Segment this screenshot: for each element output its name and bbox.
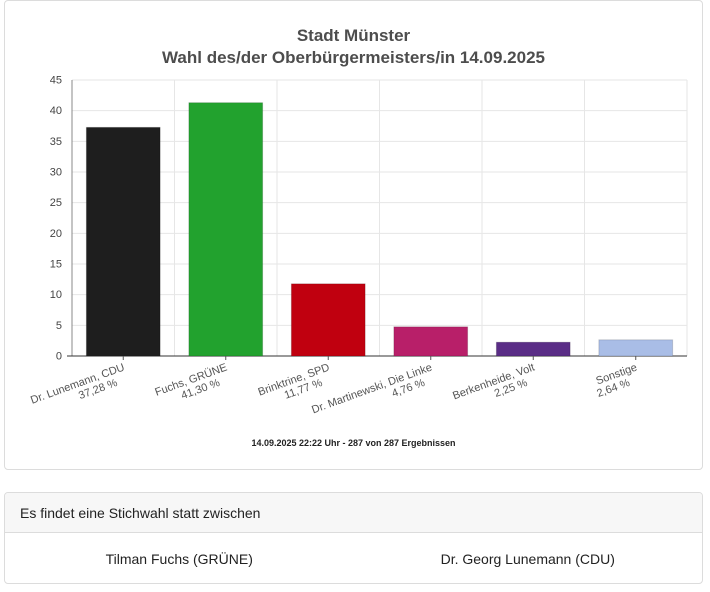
runoff-candidate-lunemann: Dr. Georg Lunemann (CDU) [440, 551, 615, 567]
chart-title: Stadt Münster [296, 26, 411, 45]
bar-4 [495, 341, 571, 357]
category-label: Fuchs, GRÜNE41,30 % [153, 362, 232, 410]
runoff-header: Es findet eine Stichwahl statt zwischen [5, 493, 702, 533]
y-tick-label: 15 [50, 259, 62, 271]
bar-5 [598, 339, 674, 357]
bar-2 [290, 283, 366, 357]
y-tick-label: 45 [50, 75, 62, 87]
chart-subtitle: Wahl des/der Oberbürgermeisters/in 14.09… [162, 48, 545, 67]
bar-0 [85, 126, 161, 357]
runoff-body: Tilman Fuchs (GRÜNE) Dr. Georg Lunemann … [5, 533, 702, 583]
bar-3 [393, 326, 469, 357]
y-tick-label: 10 [50, 289, 62, 301]
y-tick-label: 5 [56, 320, 62, 332]
y-tick-label: 30 [50, 167, 62, 179]
y-tick-label: 40 [50, 105, 62, 117]
y-tick-label: 0 [56, 351, 62, 363]
y-tick-label: 35 [50, 136, 62, 148]
y-tick-label: 25 [50, 197, 62, 209]
y-tick-label: 20 [50, 228, 62, 240]
category-label: Berkenheide, Volt2,25 % [451, 362, 540, 414]
category-label: Sonstige2,64 % [591, 362, 643, 400]
chart-card: Stadt Münster Wahl des/der Oberbürgermei… [4, 0, 703, 470]
runoff-card: Es findet eine Stichwahl statt zwischen … [4, 492, 703, 584]
bar-chart: 0 5 10 15 20 25 30 35 40 45 Dr. Lunemann, CDU37,28… [29, 75, 688, 418]
runoff-candidate-fuchs: Tilman Fuchs (GRÜNE) [105, 551, 253, 567]
chart-footnote: 14.09.2025 22:22 Uhr - 287 von 287 Ergeb… [251, 438, 456, 448]
category-label: Dr. Lunemann, CDU37,28 % [29, 362, 130, 418]
bar-1 [188, 102, 264, 357]
